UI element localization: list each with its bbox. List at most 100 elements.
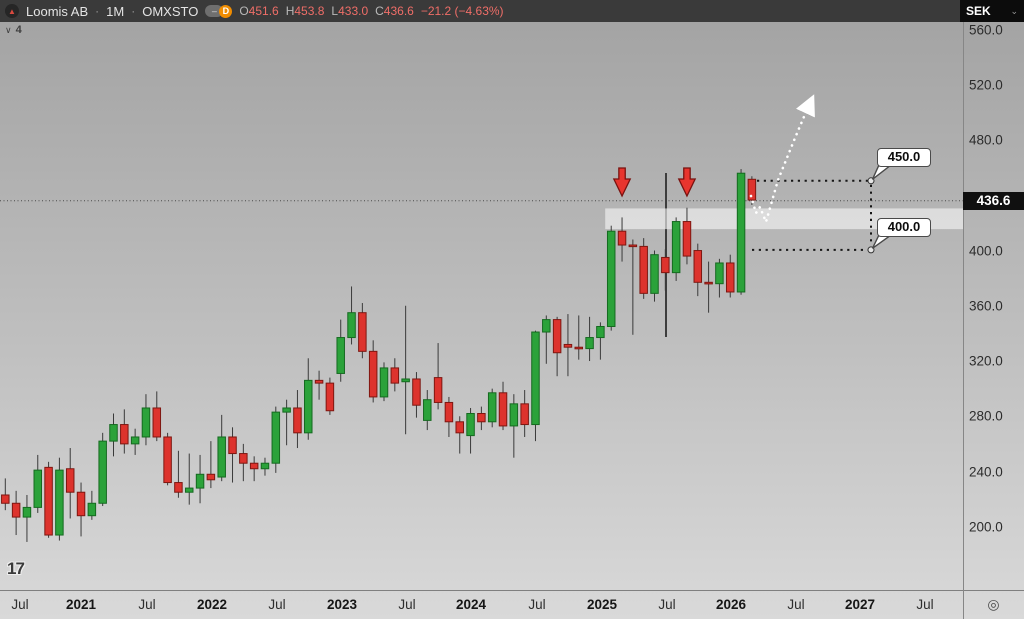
candle-2023-05 [379, 367, 389, 398]
candle-2020-09 [33, 469, 43, 508]
candle-2022-08 [282, 407, 291, 413]
candle-2025-04 [628, 244, 638, 248]
candle-2023-04 [368, 350, 378, 398]
interval-label[interactable]: 1M [106, 3, 125, 19]
time-tick-label: 2023 [326, 597, 358, 612]
indicator-collapse-toggle[interactable]: ∨ 4 [5, 24, 22, 36]
candle-2022-09 [293, 407, 302, 434]
time-tick-label: Jul [138, 597, 156, 612]
candle-2024-12 [585, 337, 594, 350]
candle-2024-02 [477, 413, 486, 423]
candle-2024-07 [531, 331, 540, 426]
supply-zone-rectangle[interactable] [605, 208, 963, 230]
time-tick-label: 2024 [455, 597, 487, 612]
indicator-count: 4 [15, 24, 22, 36]
candle-2020-10 [44, 466, 53, 536]
candle-2023-09 [423, 399, 432, 421]
price-level-callout[interactable]: 450.0 [877, 148, 931, 167]
price-tick-label: 520.0 [969, 77, 1003, 93]
candle-2023-02 [347, 312, 356, 339]
symbol-legend-bar: ▲ Loomis AB · 1M · OMXSTO – D O451.6 H45… [0, 0, 1024, 22]
price-axis[interactable]: 560.0 520.0 480.0 400.0 360.0 320.0 280.0 240.0… [963, 22, 1024, 590]
time-tick-label: Jul [916, 597, 934, 612]
candle-2025-10 [693, 250, 703, 283]
candle-2023-07 [401, 378, 410, 383]
ohlc-high: H453.8 [285, 4, 325, 18]
candle-2023-01 [336, 337, 345, 374]
candle-2024-09 [552, 319, 562, 354]
price-level-callout[interactable]: 400.0 [877, 218, 931, 237]
candle-2021-01 [76, 491, 86, 517]
time-tick-label: Jul [787, 597, 805, 612]
time-tick-label: Jul [268, 597, 286, 612]
adjustment-toggle[interactable]: – D [205, 4, 233, 18]
candle-2021-09 [163, 436, 172, 484]
candle-2023-10 [433, 377, 443, 403]
candle-2026-02 [736, 172, 746, 293]
price-tick-label: 200.0 [969, 519, 1003, 535]
sell-arrow-icon[interactable] [677, 167, 697, 198]
time-axis[interactable]: Jul 2021 Jul 2022 Jul 2023 Jul 2024 Jul 2025 Jul 20… [0, 590, 1024, 619]
candle-2023-03 [358, 312, 367, 352]
candle-2025-01 [596, 325, 605, 339]
candle-2024-05 [509, 403, 519, 427]
candle-2023-08 [412, 378, 421, 406]
candle-2023-11 [444, 401, 454, 423]
gear-icon[interactable]: ◎ [987, 596, 1000, 612]
price-tick-label: 400.0 [969, 243, 1003, 259]
candle-2025-05 [639, 245, 648, 294]
candle-2025-08 [671, 221, 681, 274]
tradingview-logo[interactable]: 17 [7, 559, 25, 578]
time-tick-label: 2021 [65, 597, 97, 612]
candle-2023-06 [390, 367, 400, 384]
chevron-down-icon: ∨ [5, 24, 12, 35]
time-tick-label: 2022 [196, 597, 228, 612]
candle-2021-07 [141, 407, 151, 438]
candle-2022-10 [304, 379, 313, 434]
price-tick-label: 280.0 [969, 408, 1003, 424]
candle-2022-03 [228, 436, 237, 455]
currency-label: SEK [966, 4, 991, 18]
symbol-title[interactable]: Loomis AB [26, 3, 89, 19]
chevron-down-icon: ⌄ [1010, 5, 1018, 16]
candle-2024-10 [563, 343, 573, 348]
candle-2024-03 [487, 392, 497, 423]
candle-2026-01 [725, 262, 735, 293]
candle-2021-11 [184, 487, 194, 493]
candle-2026-03 [747, 178, 757, 201]
candle-2021-06 [130, 436, 140, 445]
candle-2021-03 [98, 440, 107, 504]
candle-2021-10 [174, 482, 183, 493]
ohlc-open: O451.6 [239, 4, 279, 18]
price-change: −21.2 (−4.63%) [420, 4, 504, 18]
candle-2025-09 [682, 221, 692, 257]
time-tick-label: 2026 [715, 597, 747, 612]
candle-2021-08 [152, 407, 162, 438]
candle-2025-06 [650, 254, 659, 294]
adjustment-dash-icon: – [205, 5, 224, 17]
candle-2022-06 [260, 462, 270, 470]
candle-2024-01 [466, 413, 475, 437]
candle-2022-11 [314, 379, 324, 384]
axis-separator [963, 22, 964, 619]
ohlc-close: C436.6 [375, 4, 414, 18]
candle-2022-04 [239, 453, 248, 464]
candle-2022-05 [249, 462, 259, 470]
candle-2020-08 [22, 506, 32, 518]
title-separator: · [131, 4, 136, 18]
price-tick-label: 560.0 [969, 22, 1003, 38]
candle-2022-07 [271, 411, 281, 464]
candle-2021-04 [109, 424, 118, 442]
price-tick-label: 320.0 [969, 353, 1003, 369]
projection-arrow[interactable] [749, 94, 815, 227]
candle-2025-12 [715, 262, 724, 285]
candle-2024-06 [520, 403, 529, 426]
candle-2022-01 [206, 473, 216, 481]
candle-2023-12 [455, 421, 464, 434]
symbol-logo-icon: ▲ [5, 4, 19, 18]
candle-2020-12 [65, 468, 75, 493]
sell-arrow-icon[interactable] [612, 167, 632, 198]
price-tick-label: 480.0 [969, 132, 1003, 148]
currency-dropdown[interactable]: SEK ⌄ [960, 0, 1024, 22]
